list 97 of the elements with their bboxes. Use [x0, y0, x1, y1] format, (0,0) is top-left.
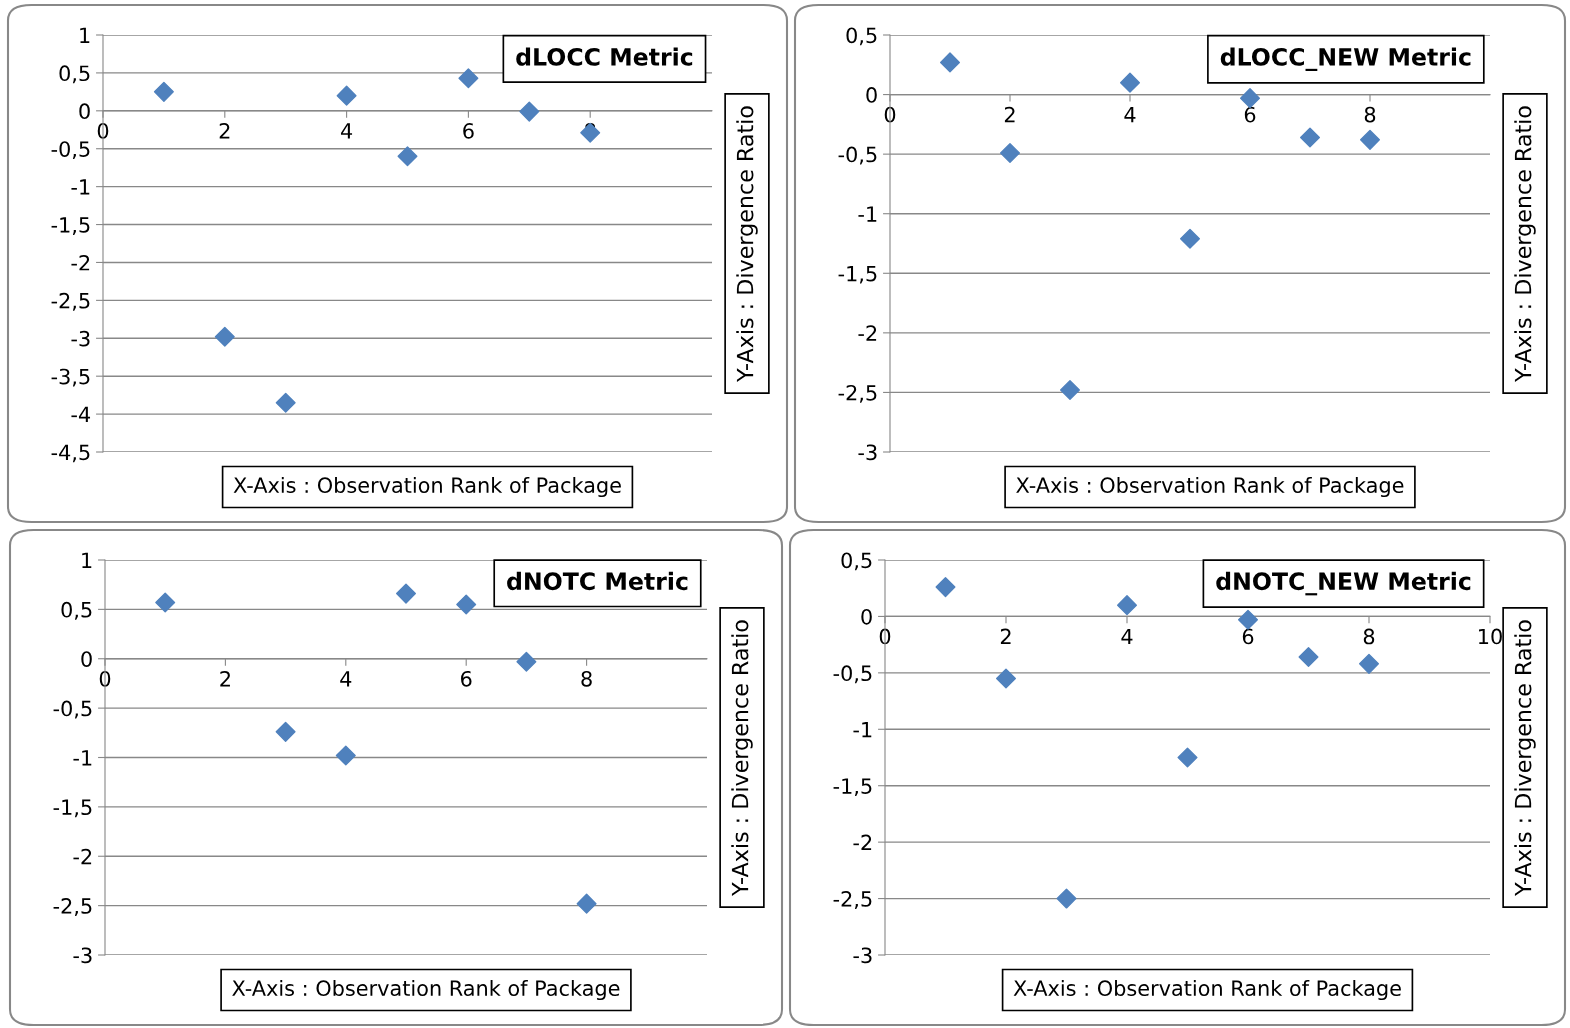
- y-tick-label: 0,5: [61, 601, 92, 620]
- y-tick-label: -0,5: [51, 141, 90, 160]
- point: [1299, 127, 1321, 148]
- point: [275, 721, 296, 742]
- y-tick-label: 1: [82, 552, 92, 568]
- x-tick-label: 8: [1363, 628, 1375, 645]
- point: [999, 142, 1021, 163]
- x-tick-label: 0: [884, 106, 896, 123]
- point: [456, 594, 477, 615]
- x-axis-title: X-Axis : Observation Rank of Package: [1013, 979, 1401, 1001]
- point: [1358, 653, 1380, 674]
- y-tick-label: -1,5: [51, 217, 90, 235]
- text: dLOCC_NEW Metric: [1220, 47, 1471, 72]
- chart-title: dNOTC Metric: [507, 571, 688, 591]
- y-tick-label: 0,5: [59, 65, 90, 84]
- y-tick-label: -3: [858, 444, 877, 461]
- y-tick-label: -1: [73, 750, 92, 766]
- y-tick-label: -2: [853, 834, 872, 851]
- point: [939, 52, 961, 73]
- point: [1056, 888, 1077, 909]
- y-tick-label: 0: [81, 651, 92, 667]
- y-tick-label: -0,5: [838, 146, 877, 165]
- x-tick-label: 2: [219, 122, 230, 139]
- point: [214, 326, 235, 347]
- y-tick-label: 0,5: [841, 552, 872, 571]
- point: [516, 651, 537, 672]
- y-tick-label: -2,5: [51, 292, 90, 311]
- chart-title: dLOCC Metric: [516, 47, 693, 66]
- point: [458, 68, 479, 89]
- x-tick-label: 10: [1479, 628, 1502, 645]
- point: [576, 893, 597, 914]
- x-tick-label: 4: [340, 671, 352, 687]
- point: [153, 81, 174, 102]
- y-tick-label: -0,5: [53, 700, 92, 719]
- y-tick-label: 0: [861, 608, 872, 625]
- y-tick-label: -2,5: [53, 898, 92, 916]
- y-tick-label: 0: [866, 87, 877, 103]
- y-tick-label: -2: [71, 254, 90, 271]
- y-tick-label: -0,5: [833, 665, 872, 684]
- point: [995, 668, 1017, 689]
- point: [335, 745, 356, 766]
- y-axis-title: Y-Axis : Divergence Ratio: [1514, 620, 1536, 896]
- y-tick-label: -4,5: [51, 444, 90, 463]
- y-axis-title: Y-Axis : Divergence Ratio: [1514, 106, 1536, 382]
- point: [1116, 595, 1138, 616]
- y-tick-label: -3: [853, 947, 872, 964]
- x-tick-label: 6: [1244, 106, 1256, 123]
- x-tick-label: 4: [1121, 628, 1133, 645]
- x-tick-label: 8: [1364, 106, 1376, 123]
- point: [1359, 129, 1381, 150]
- point: [935, 577, 956, 598]
- x-tick-label: 0: [99, 670, 111, 687]
- x-tick-label: 2: [1000, 628, 1011, 645]
- x-tick-label: 0: [879, 628, 891, 645]
- point: [336, 85, 357, 106]
- point: [397, 146, 418, 167]
- y-axis-title: Y-Axis : Divergence Ratio: [736, 106, 758, 382]
- x-tick-label: 0: [97, 122, 109, 139]
- x-tick-label: 4: [340, 123, 353, 139]
- y-tick-label: 0,5: [846, 27, 877, 46]
- chart-title: dNOTC_NEW Metric: [1216, 571, 1471, 596]
- x-tick-label: 6: [1242, 628, 1254, 645]
- point: [1059, 380, 1081, 401]
- y-tick-label: -1,5: [833, 778, 872, 797]
- y-tick-label: -1: [853, 722, 872, 738]
- point: [155, 592, 176, 613]
- y-tick-label: -3,5: [51, 368, 90, 387]
- point: [395, 583, 417, 604]
- point: [1119, 72, 1141, 93]
- x-tick-label: 8: [581, 670, 592, 687]
- point: [1179, 228, 1201, 249]
- point: [275, 392, 296, 413]
- y-axis-title: Y-Axis : Divergence Ratio: [731, 620, 753, 896]
- x-tick-label: 2: [1004, 106, 1015, 123]
- x-axis-title: X-Axis : Observation Rank of Package: [232, 979, 620, 1001]
- x-tick-label: 4: [1124, 107, 1136, 123]
- x-tick-label: 6: [463, 122, 474, 139]
- y-tick-label: -1: [71, 179, 90, 195]
- point: [519, 101, 540, 122]
- y-tick-label: -1,5: [838, 266, 877, 284]
- y-tick-label: -3: [73, 947, 92, 964]
- point: [1237, 609, 1259, 630]
- point: [1298, 647, 1319, 668]
- y-tick-label: -2,5: [833, 891, 872, 909]
- y-tick-label: 1: [80, 27, 90, 43]
- y-tick-label: -1: [858, 206, 877, 222]
- x-axis-title: X-Axis : Observation Rank of Package: [1016, 476, 1404, 498]
- x-tick-label: 2: [220, 670, 230, 687]
- y-tick-label: -4: [71, 406, 91, 423]
- y-tick-label: -3: [71, 330, 90, 347]
- x-tick-label: 6: [461, 670, 472, 687]
- y-tick-label: -2,5: [838, 384, 877, 403]
- point: [1177, 747, 1198, 768]
- y-tick-label: -1,5: [53, 799, 92, 818]
- y-tick-label: -2: [858, 325, 877, 341]
- x-axis-title: X-Axis : Observation Rank of Package: [233, 476, 621, 498]
- y-tick-label: -2: [73, 848, 92, 865]
